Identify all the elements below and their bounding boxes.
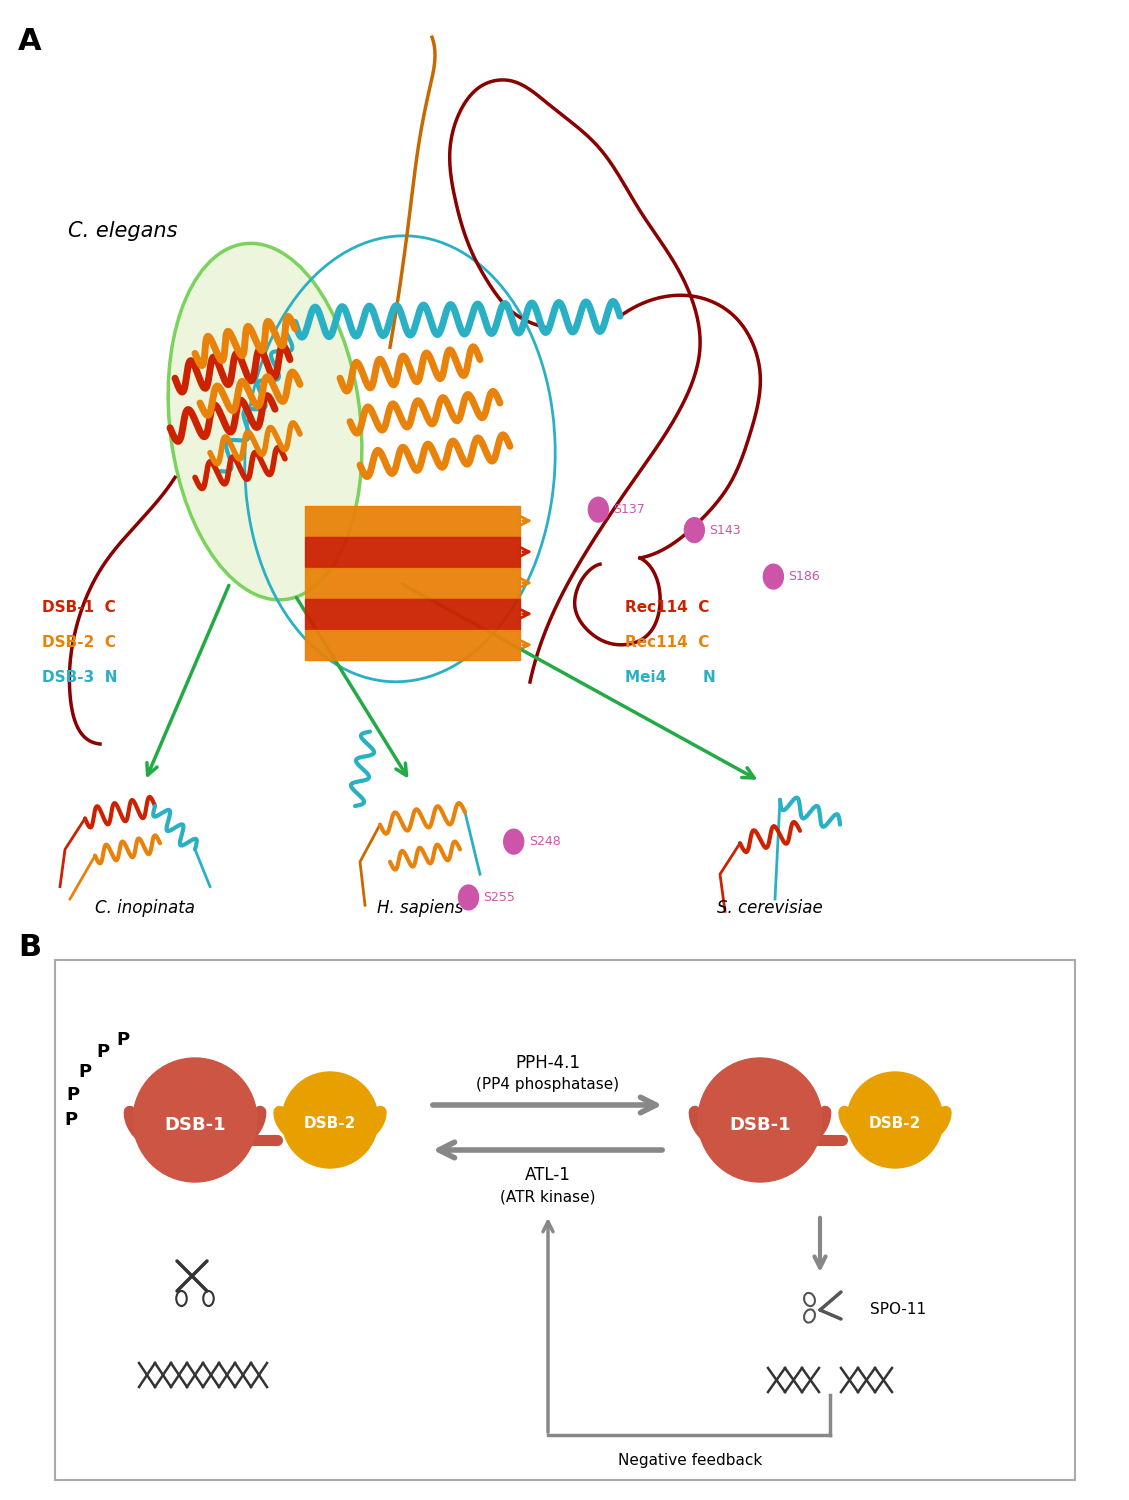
Text: P: P <box>67 1086 79 1104</box>
Text: DSB-3  N: DSB-3 N <box>42 669 117 684</box>
Text: C. inopinata: C. inopinata <box>95 898 195 916</box>
Text: PPH-4.1: PPH-4.1 <box>515 1054 580 1072</box>
Text: Mei4       N: Mei4 N <box>625 669 716 684</box>
Ellipse shape <box>168 243 362 600</box>
Text: S186: S186 <box>788 570 820 584</box>
Text: S248: S248 <box>528 836 560 848</box>
Text: Rec114  C: Rec114 C <box>625 600 709 615</box>
Text: P: P <box>116 1030 130 1048</box>
Text: DSB-1: DSB-1 <box>729 1116 790 1134</box>
Text: P: P <box>78 1064 91 1082</box>
Text: A: A <box>18 27 42 57</box>
Text: DSB-2  C: DSB-2 C <box>42 634 116 650</box>
Text: P: P <box>64 1112 78 1130</box>
Text: DSB-1: DSB-1 <box>164 1116 226 1134</box>
Circle shape <box>684 518 704 543</box>
Bar <box>55 960 1075 1480</box>
Circle shape <box>847 1072 943 1168</box>
Text: DSB-1  C: DSB-1 C <box>42 600 116 615</box>
Text: S. cerevisiae: S. cerevisiae <box>717 898 823 916</box>
Text: C. elegans: C. elegans <box>68 220 177 240</box>
Text: SPO-11: SPO-11 <box>870 1302 926 1317</box>
Text: B: B <box>18 933 41 962</box>
Circle shape <box>458 885 479 910</box>
Text: S143: S143 <box>709 524 741 537</box>
Text: S255: S255 <box>483 891 516 904</box>
Circle shape <box>504 830 524 854</box>
Text: (ATR kinase): (ATR kinase) <box>500 1190 595 1204</box>
Text: DSB-2: DSB-2 <box>304 1116 356 1131</box>
Circle shape <box>133 1058 257 1182</box>
Text: S137: S137 <box>613 503 645 516</box>
Circle shape <box>588 496 609 522</box>
Text: P: P <box>96 1042 110 1060</box>
Text: Negative feedback: Negative feedback <box>618 1452 762 1467</box>
Text: H. sapiens: H. sapiens <box>377 898 463 916</box>
Text: DSB-2: DSB-2 <box>869 1116 921 1131</box>
Text: Rec114  C: Rec114 C <box>625 634 709 650</box>
Text: ATL-1: ATL-1 <box>525 1166 570 1184</box>
Circle shape <box>698 1058 822 1182</box>
Circle shape <box>763 564 784 590</box>
Circle shape <box>282 1072 378 1168</box>
Text: (PP4 phosphatase): (PP4 phosphatase) <box>476 1077 619 1092</box>
